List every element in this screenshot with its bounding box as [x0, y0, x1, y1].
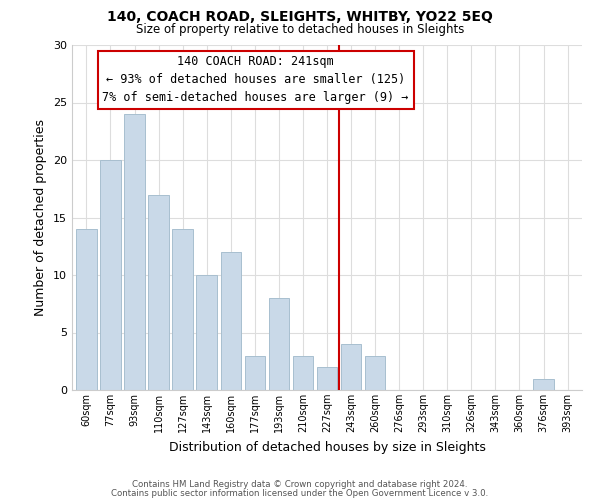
Bar: [148, 194, 169, 390]
Text: 140, COACH ROAD, SLEIGHTS, WHITBY, YO22 5EQ: 140, COACH ROAD, SLEIGHTS, WHITBY, YO22 …: [107, 10, 493, 24]
Bar: [124, 114, 145, 390]
Text: Contains public sector information licensed under the Open Government Licence v : Contains public sector information licen…: [112, 488, 488, 498]
Bar: [100, 160, 121, 390]
Bar: [76, 229, 97, 390]
Bar: [533, 378, 554, 390]
Text: Contains HM Land Registry data © Crown copyright and database right 2024.: Contains HM Land Registry data © Crown c…: [132, 480, 468, 489]
Bar: [317, 367, 337, 390]
Bar: [365, 356, 385, 390]
Bar: [196, 275, 217, 390]
X-axis label: Distribution of detached houses by size in Sleights: Distribution of detached houses by size …: [169, 440, 485, 454]
Bar: [221, 252, 241, 390]
Y-axis label: Number of detached properties: Number of detached properties: [34, 119, 47, 316]
Bar: [245, 356, 265, 390]
Bar: [341, 344, 361, 390]
Text: 140 COACH ROAD: 241sqm
← 93% of detached houses are smaller (125)
7% of semi-det: 140 COACH ROAD: 241sqm ← 93% of detached…: [103, 56, 409, 104]
Bar: [269, 298, 289, 390]
Bar: [172, 229, 193, 390]
Text: Size of property relative to detached houses in Sleights: Size of property relative to detached ho…: [136, 22, 464, 36]
Bar: [293, 356, 313, 390]
